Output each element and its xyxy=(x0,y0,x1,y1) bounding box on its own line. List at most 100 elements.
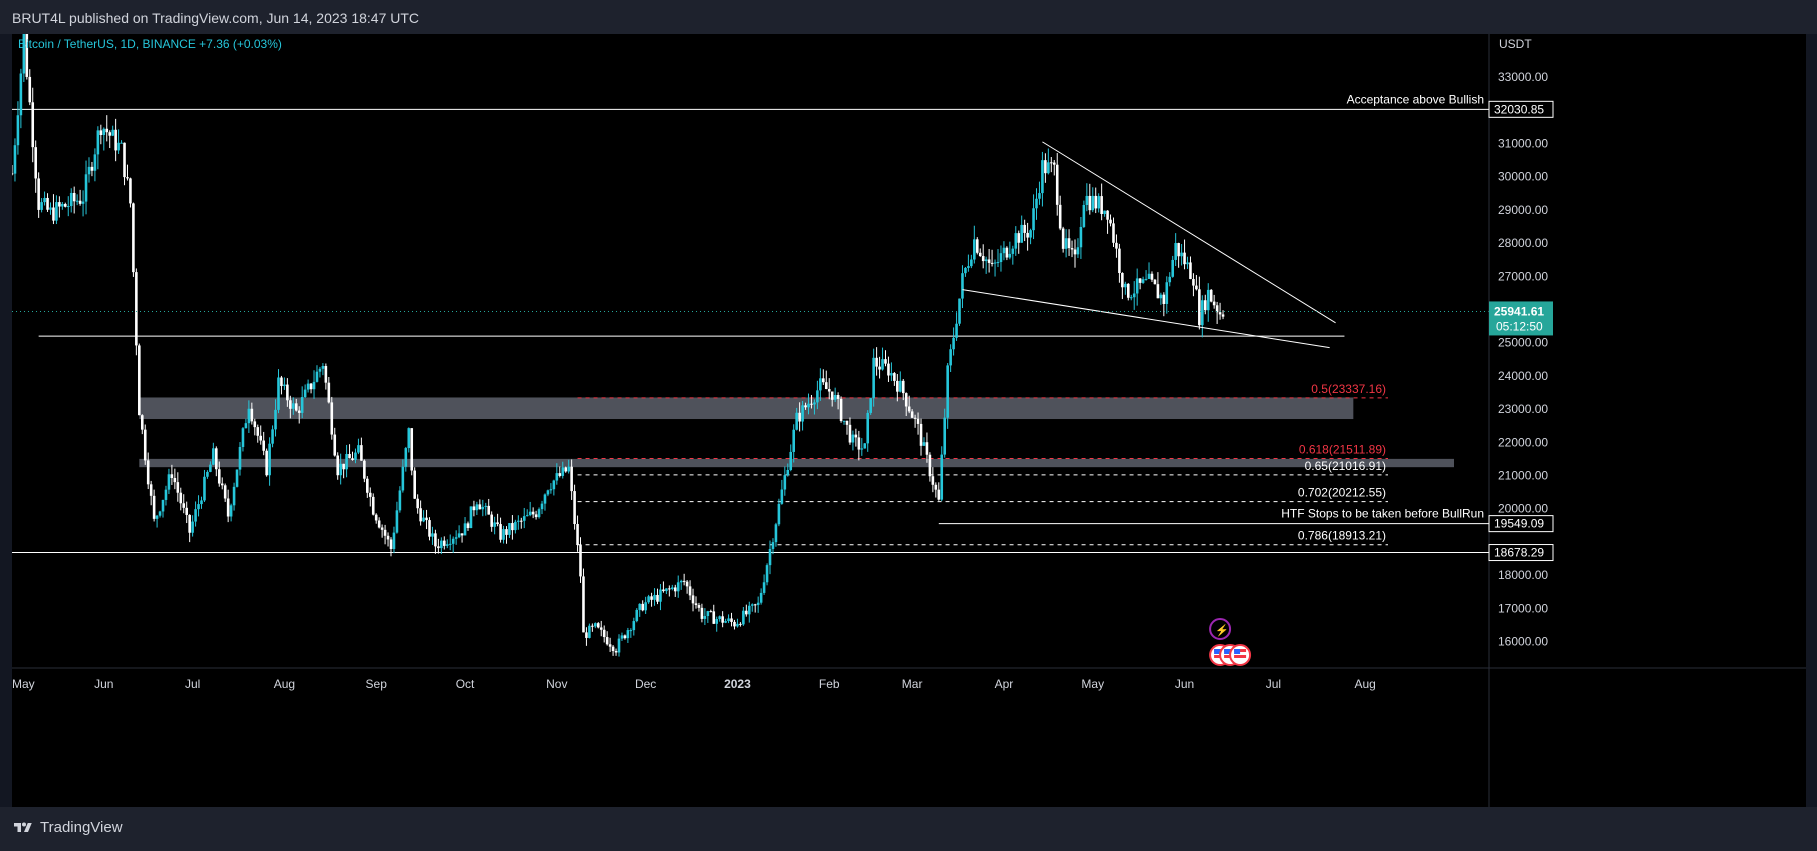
candle xyxy=(765,563,769,586)
candle-body xyxy=(43,197,46,203)
candle xyxy=(519,517,523,529)
candle xyxy=(819,368,822,401)
candle xyxy=(810,394,813,409)
candle-body xyxy=(573,491,576,525)
candle xyxy=(371,493,375,516)
trendline xyxy=(962,289,1330,349)
candle xyxy=(543,493,547,511)
candle-body xyxy=(552,480,556,490)
candle-body xyxy=(786,469,790,476)
candle-body xyxy=(401,466,405,491)
candle-body xyxy=(1198,289,1201,326)
candle xyxy=(1067,229,1071,256)
candle xyxy=(990,249,994,267)
candle-body xyxy=(798,412,801,422)
candle-body xyxy=(934,484,938,490)
candle-body xyxy=(1135,278,1139,294)
candle-body xyxy=(685,581,689,587)
candle-body xyxy=(404,448,408,467)
candle xyxy=(1058,195,1062,231)
candle-body xyxy=(816,390,819,403)
candle xyxy=(454,530,458,545)
candle-body xyxy=(371,496,375,515)
candle-body xyxy=(99,130,103,135)
candle xyxy=(493,516,496,535)
candle xyxy=(170,464,174,485)
price-tick-label: 33000.00 xyxy=(1498,70,1548,84)
candle xyxy=(132,202,135,277)
candle xyxy=(182,494,186,514)
candle-body xyxy=(1035,198,1038,209)
chart-frame[interactable]: 0.5(23337.16) 0.618(21511.89) 0.65(21016.9… xyxy=(10,22,1806,807)
candle-body xyxy=(309,383,313,390)
candle xyxy=(206,470,209,479)
candle-body xyxy=(1023,224,1026,233)
candle-body xyxy=(250,408,254,422)
candle xyxy=(857,430,861,461)
candle-body xyxy=(443,540,446,546)
price-label: 19549.09 xyxy=(1494,517,1544,531)
candle xyxy=(457,525,461,539)
candle xyxy=(425,509,428,530)
candle-body xyxy=(795,412,798,430)
candle-body xyxy=(416,498,419,509)
candle xyxy=(712,604,716,625)
candle-body xyxy=(1150,273,1154,280)
candle xyxy=(1076,238,1080,258)
candle-body xyxy=(916,418,920,424)
candle xyxy=(1186,256,1189,269)
candle-body xyxy=(1115,242,1118,249)
candle xyxy=(783,466,787,496)
candle-body xyxy=(922,442,926,446)
candle-body xyxy=(937,489,941,500)
candle-body xyxy=(40,202,43,210)
candle-body xyxy=(623,635,627,639)
candle xyxy=(1023,219,1026,242)
candle xyxy=(380,524,384,538)
candle-body xyxy=(904,393,908,407)
candle xyxy=(1168,272,1172,287)
candle-body xyxy=(1124,283,1127,288)
candle-body xyxy=(928,454,932,477)
candle-body xyxy=(72,192,76,202)
candle xyxy=(981,244,985,269)
candle-body xyxy=(721,616,724,623)
price-chart[interactable]: 0.5(23337.16) 0.618(21511.89) 0.65(21016.9… xyxy=(10,22,1806,807)
candle-body xyxy=(1017,233,1021,243)
candle-body xyxy=(1094,195,1098,209)
candle xyxy=(688,580,692,601)
flag-canton xyxy=(1214,649,1221,654)
candle xyxy=(22,32,26,82)
time-tick-label: Aug xyxy=(274,677,295,691)
candle-body xyxy=(87,166,91,175)
candle xyxy=(611,645,615,656)
candle-body xyxy=(653,594,656,600)
candle-body xyxy=(46,197,49,210)
candle-body xyxy=(247,408,251,424)
candle-body xyxy=(496,522,499,525)
candle-body xyxy=(451,538,455,544)
candle-body xyxy=(1171,259,1175,277)
candle-body xyxy=(383,529,387,536)
tradingview-brand[interactable]: TradingView xyxy=(12,819,123,836)
candle-body xyxy=(656,594,659,602)
candle-body xyxy=(366,478,369,493)
candle-body xyxy=(1112,223,1115,243)
candle-body xyxy=(531,511,535,515)
candle-body xyxy=(185,507,188,515)
candle-body xyxy=(955,323,958,338)
candle-body xyxy=(126,177,129,179)
candle-body xyxy=(511,523,514,531)
candle-body xyxy=(1221,314,1225,317)
candle-body xyxy=(869,398,872,413)
candle xyxy=(715,616,719,632)
candle-body xyxy=(1126,283,1130,298)
candle xyxy=(223,483,227,502)
candle-body xyxy=(469,506,473,529)
candle-body xyxy=(1005,247,1009,258)
candle-body xyxy=(1153,279,1157,285)
candle-body xyxy=(315,371,319,382)
candle-body xyxy=(215,448,218,470)
candle xyxy=(96,126,100,170)
candle-body xyxy=(238,446,242,470)
